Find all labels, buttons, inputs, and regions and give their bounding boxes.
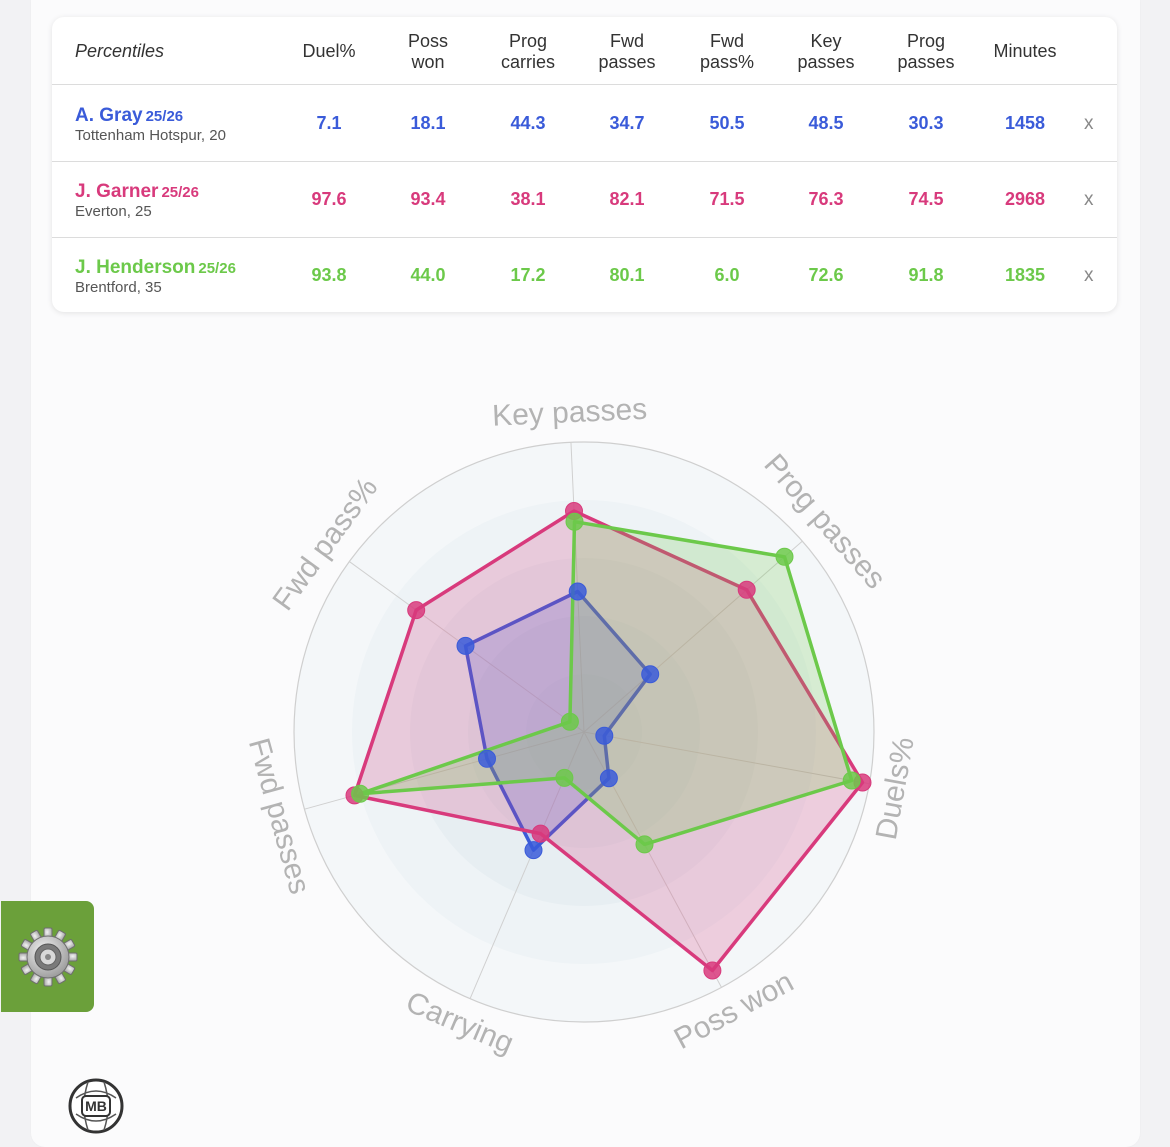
column-header-line: passes [598,52,656,72]
player-name-text: A. Gray [75,105,143,126]
radar-point [595,726,614,745]
percentiles-label: Percentiles [75,41,165,61]
column-header-line: carries [500,52,555,72]
table-header: Percentiles Duel% Poss won Prog carries Fwd pa… [52,17,1117,85]
player-club: Tottenham Hotspur, 20 [75,127,226,144]
radar-point [599,769,618,788]
radar-point [737,580,756,599]
radar-point [560,712,579,731]
stat-value: 93.8 [311,265,347,285]
player-name[interactable]: J. Henderson 25/26 [75,257,236,279]
stat-value: 1458 [1004,113,1046,133]
table-row: J. Garner 25/26 Everton, 25 97.6 93.4 38.1 82.… [52,161,1117,238]
stat-value: 93.4 [410,189,446,209]
radar-point [565,512,584,531]
column-header[interactable]: Key passes [781,31,871,73]
gear-icon [18,927,77,986]
column-header[interactable]: Duel% [284,41,374,62]
settings-button[interactable] [1,901,94,1012]
player-name-text: J. Garner [75,181,159,202]
radar-point [531,824,550,843]
column-header-line: Prog [906,31,946,51]
stat-value: 7.1 [316,113,342,133]
stat-value: 1835 [1004,265,1046,285]
table-row: J. Henderson 25/26 Brentford, 35 93.8 44.0 17… [52,237,1117,312]
stat-value: 18.1 [410,113,446,133]
player-club: Brentford, 35 [75,279,162,296]
column-header[interactable]: Prog passes [881,31,971,73]
column-header-line: passes [797,52,855,72]
stat-value: 2968 [1004,189,1046,209]
stat-value: 82.1 [609,189,645,209]
column-header-line: Key [810,31,842,51]
player-season: 25/26 [161,184,199,201]
player-season: 25/26 [198,260,236,277]
radar-point [478,749,496,768]
radar-point [524,841,543,860]
stat-value: 6.0 [714,265,740,285]
remove-player-button[interactable]: x [1084,265,1094,286]
stat-value: 50.5 [709,113,745,133]
player-club: Everton, 25 [75,203,152,220]
column-header[interactable]: Fwd pass% [682,31,772,73]
column-header-line: Duel% [302,41,356,61]
player-name-text: J. Henderson [75,257,196,278]
radar-point [703,961,722,980]
axis-label: Key passes [491,393,647,433]
column-header-line: Poss [407,31,449,51]
radar-point [351,784,370,803]
radar-point [635,835,654,854]
stat-value: 97.6 [311,189,347,209]
radar-point [555,768,574,787]
radar-series-0 [463,589,652,852]
column-header-line: Prog [508,31,548,51]
stat-value: 34.7 [609,113,645,133]
stat-value: 44.0 [410,265,446,285]
remove-player-button[interactable]: x [1084,189,1094,210]
radar-spoke [583,540,803,733]
stat-value: 48.5 [808,113,844,133]
table-row: A. Gray 25/26 Tottenham Hotspur, 20 7.1 18.1… [52,85,1117,162]
radar-point [842,771,861,790]
mb-logo-icon: MB [68,1078,124,1139]
radar-point [641,665,660,684]
column-header-line: pass% [699,52,755,72]
axis-label: Duels% [870,735,921,843]
stat-value: 74.5 [908,189,944,209]
radar-spoke [583,731,870,785]
stat-value: 38.1 [510,189,546,209]
stat-value: 30.3 [908,113,944,133]
stat-value: 71.5 [709,189,745,209]
stat-value: 17.2 [510,265,546,285]
radar-point [456,636,475,655]
stat-value: 44.3 [510,113,546,133]
stat-value: 80.1 [609,265,645,285]
column-header-line: Fwd [709,31,744,51]
column-header-line: passes [897,52,955,72]
player-season: 25/26 [145,108,184,125]
column-header[interactable]: Prog carries [483,31,573,73]
player-name[interactable]: J. Garner 25/26 [75,181,199,203]
stat-value: 91.8 [908,265,944,285]
stat-value: 72.6 [808,265,844,285]
column-header[interactable]: Poss won [383,31,473,73]
remove-player-button[interactable]: x [1084,113,1094,134]
player-name[interactable]: A. Gray 25/26 [75,105,183,127]
column-header[interactable]: Fwd passes [582,31,672,73]
radar-point [775,547,794,566]
column-header-line: Minutes [993,41,1057,61]
svg-text:MB: MB [85,1098,107,1114]
column-header-line: Fwd [609,31,644,51]
column-header[interactable]: Minutes [980,41,1070,62]
column-header-line: won [411,52,445,72]
stat-value: 76.3 [808,189,844,209]
percentile-table: Percentiles Duel% Poss won Prog carries Fwd pa… [52,17,1117,312]
radar-point [407,601,426,620]
radar-point [568,582,587,601]
